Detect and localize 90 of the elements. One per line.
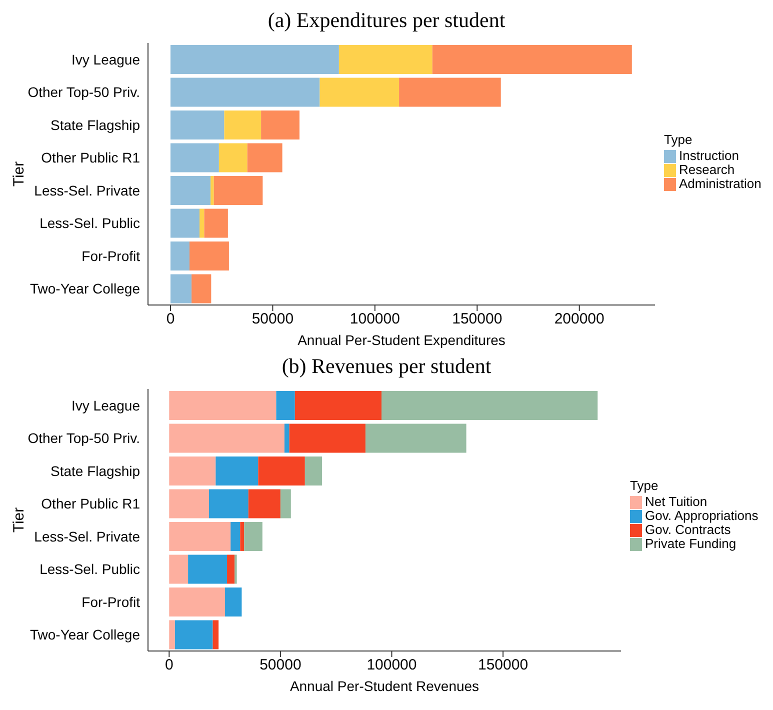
bar <box>169 390 276 420</box>
bar <box>320 78 400 107</box>
bar <box>210 176 214 205</box>
bar <box>170 78 320 107</box>
bar <box>258 456 305 486</box>
bar <box>294 390 382 420</box>
legend-label: Instruction <box>679 148 739 163</box>
bar <box>399 78 501 107</box>
bar <box>365 424 466 453</box>
bar <box>338 44 432 74</box>
y-tick-label: Less-Sel. Public <box>40 215 140 232</box>
legend-title: Type <box>664 132 694 147</box>
bar <box>170 241 190 270</box>
legend-label: Research <box>679 162 735 177</box>
y-tick-label: Ivy League <box>72 397 140 414</box>
bar <box>188 554 228 584</box>
bar <box>304 456 322 486</box>
y-tick-label: State Flagship <box>50 462 140 479</box>
y-tick-label: Other Public R1 <box>41 496 140 512</box>
y-tick-label: Other Top-50 Priv. <box>28 430 140 446</box>
bar <box>208 489 248 518</box>
bar <box>192 274 212 304</box>
bar <box>225 587 242 616</box>
bar <box>276 390 295 420</box>
bar <box>284 424 290 453</box>
y-tick-label: For-Profit <box>82 594 140 610</box>
bar <box>170 208 200 238</box>
bar <box>169 424 284 453</box>
bar <box>169 554 188 584</box>
y-tick-label: For-Profit <box>82 248 140 264</box>
y-tick-label: Less-Sel. Public <box>40 561 140 578</box>
y-tick-label: Other Public R1 <box>41 150 140 166</box>
x-tick-label: 200000 <box>554 310 604 328</box>
y-axis-title: Tier <box>10 161 28 187</box>
bar <box>169 620 175 650</box>
y-axis-title: Tier <box>10 507 28 533</box>
legend-label: Gov. Appropriations <box>645 508 758 523</box>
bar <box>190 241 229 270</box>
bar <box>247 143 282 172</box>
y-tick-label: Less-Sel. Private <box>34 528 140 544</box>
bar <box>216 456 258 486</box>
x-axis-title: Annual Per-Student Revenues <box>290 678 480 694</box>
x-tick-label: 50000 <box>260 656 302 674</box>
legend-label: Administration <box>679 176 762 191</box>
bar <box>218 143 248 172</box>
bar <box>174 620 213 650</box>
legend-title: Type <box>630 478 660 493</box>
bar <box>248 489 280 518</box>
legend-label: Net Tuition <box>645 494 708 509</box>
bar <box>170 274 192 304</box>
y-tick-label: State Flagship <box>50 116 140 133</box>
bar <box>224 110 262 140</box>
chart-title: (a) Expenditures per student <box>266 8 506 34</box>
y-tick-label: Ivy League <box>72 51 140 68</box>
chart-title: (b) Revenues per student <box>280 354 492 380</box>
y-tick-label: Two-Year College <box>30 626 140 643</box>
bar <box>204 208 228 238</box>
x-tick-label: 150000 <box>478 656 528 674</box>
bar <box>227 554 235 584</box>
bar <box>170 44 339 74</box>
x-tick-label: 50000 <box>252 310 294 328</box>
x-tick-label: 100000 <box>350 310 400 328</box>
bar <box>261 110 300 140</box>
bar <box>240 522 244 551</box>
bar <box>170 143 219 172</box>
bar <box>244 522 262 551</box>
bar <box>170 176 211 205</box>
bar <box>381 390 598 420</box>
y-tick-label: Other Top-50 Priv. <box>28 84 140 100</box>
bar <box>200 208 204 238</box>
bar <box>170 110 224 140</box>
bar <box>289 424 366 453</box>
x-tick-label: 100000 <box>366 656 417 674</box>
bar <box>169 489 209 518</box>
bar <box>214 176 263 205</box>
bar <box>280 489 291 518</box>
bar <box>169 587 226 616</box>
bar <box>169 522 231 551</box>
y-tick-label: Two-Year College <box>30 280 140 297</box>
legend-label: Gov. Contracts <box>645 522 731 537</box>
x-tick-label: 0 <box>166 310 175 328</box>
x-axis-title: Annual Per-Student Expenditures <box>298 332 506 348</box>
y-tick-label: Less-Sel. Private <box>34 182 140 198</box>
bar <box>169 456 216 486</box>
x-tick-label: 150000 <box>452 310 502 328</box>
bar <box>230 522 240 551</box>
bar <box>212 620 219 650</box>
legend-label: Private Funding <box>645 536 736 551</box>
x-tick-label: 0 <box>164 656 174 674</box>
bar <box>432 44 632 74</box>
